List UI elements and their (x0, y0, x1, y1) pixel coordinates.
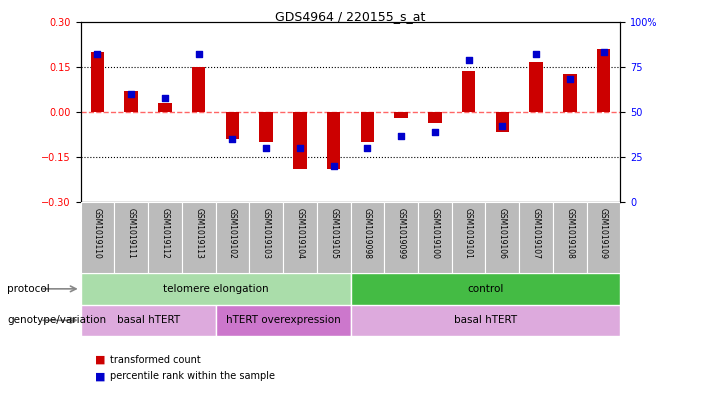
Text: GSM1019100: GSM1019100 (430, 208, 440, 259)
Point (227, 136, 238, 142)
Text: GSM1019107: GSM1019107 (531, 208, 540, 259)
Bar (462, 71, 475, 112)
Bar (485, 202, 519, 273)
Text: GSM1019102: GSM1019102 (228, 208, 237, 259)
Bar (81, 305, 216, 336)
Bar (81, 202, 114, 273)
Point (159, 94, 170, 101)
Bar (283, 202, 317, 273)
Text: hTERT overexpression: hTERT overexpression (226, 315, 341, 325)
Point (294, 145, 306, 151)
Text: telomere elongation: telomere elongation (163, 284, 268, 294)
Text: GSM1019109: GSM1019109 (599, 208, 608, 259)
Text: GSM1019101: GSM1019101 (464, 208, 473, 259)
Bar (418, 202, 451, 273)
Point (564, 76, 576, 83)
Text: control: control (468, 284, 503, 294)
Bar (216, 305, 350, 336)
Bar (350, 202, 384, 273)
Text: GSM1019108: GSM1019108 (565, 208, 574, 259)
Point (395, 132, 407, 139)
Text: percentile rank within the sample: percentile rank within the sample (110, 371, 275, 382)
Bar (428, 112, 442, 123)
Bar (125, 91, 138, 112)
Text: protocol: protocol (7, 284, 50, 294)
Text: GSM1019105: GSM1019105 (329, 208, 338, 259)
Text: GSM1019111: GSM1019111 (127, 208, 136, 259)
Bar (529, 62, 543, 112)
Bar (360, 112, 374, 142)
Bar (259, 112, 273, 142)
Point (497, 123, 508, 130)
Bar (384, 202, 418, 273)
Bar (158, 103, 172, 112)
Point (598, 49, 609, 55)
Point (531, 51, 542, 57)
Bar (327, 112, 341, 169)
Text: GSM1019103: GSM1019103 (261, 208, 271, 259)
Bar (496, 112, 509, 132)
Text: ■: ■ (95, 371, 105, 382)
Text: GSM1019104: GSM1019104 (295, 208, 304, 259)
Point (125, 91, 137, 97)
Bar (350, 305, 620, 336)
Bar (114, 202, 148, 273)
Bar (148, 202, 182, 273)
Bar (563, 74, 576, 112)
Text: basal hTERT: basal hTERT (116, 315, 179, 325)
Bar (90, 52, 104, 112)
Bar (317, 202, 350, 273)
Bar (293, 112, 306, 169)
Bar (182, 202, 216, 273)
Bar (226, 112, 239, 139)
Bar (395, 112, 408, 118)
Point (362, 145, 373, 151)
Text: GSM1019098: GSM1019098 (363, 208, 372, 259)
Text: GSM1019110: GSM1019110 (93, 208, 102, 259)
Text: ■: ■ (95, 354, 105, 365)
Point (193, 51, 204, 57)
Bar (597, 49, 611, 112)
Bar (250, 202, 283, 273)
Point (429, 129, 440, 135)
Bar (192, 68, 205, 112)
Text: basal hTERT: basal hTERT (454, 315, 517, 325)
Text: GSM1019099: GSM1019099 (397, 208, 406, 259)
Text: GSM1019112: GSM1019112 (161, 208, 170, 259)
Bar (350, 273, 620, 305)
Point (328, 163, 339, 169)
Text: genotype/variation: genotype/variation (7, 315, 106, 325)
Text: transformed count: transformed count (110, 354, 200, 365)
Bar (451, 202, 485, 273)
Bar (519, 202, 553, 273)
Text: GDS4964 / 220155_s_at: GDS4964 / 220155_s_at (275, 10, 426, 23)
Point (261, 145, 272, 151)
Point (463, 57, 474, 63)
Bar (81, 273, 350, 305)
Point (92, 51, 103, 57)
Bar (587, 202, 620, 273)
Text: GSM1019106: GSM1019106 (498, 208, 507, 259)
Text: GSM1019113: GSM1019113 (194, 208, 203, 259)
Bar (553, 202, 587, 273)
Bar (216, 202, 250, 273)
